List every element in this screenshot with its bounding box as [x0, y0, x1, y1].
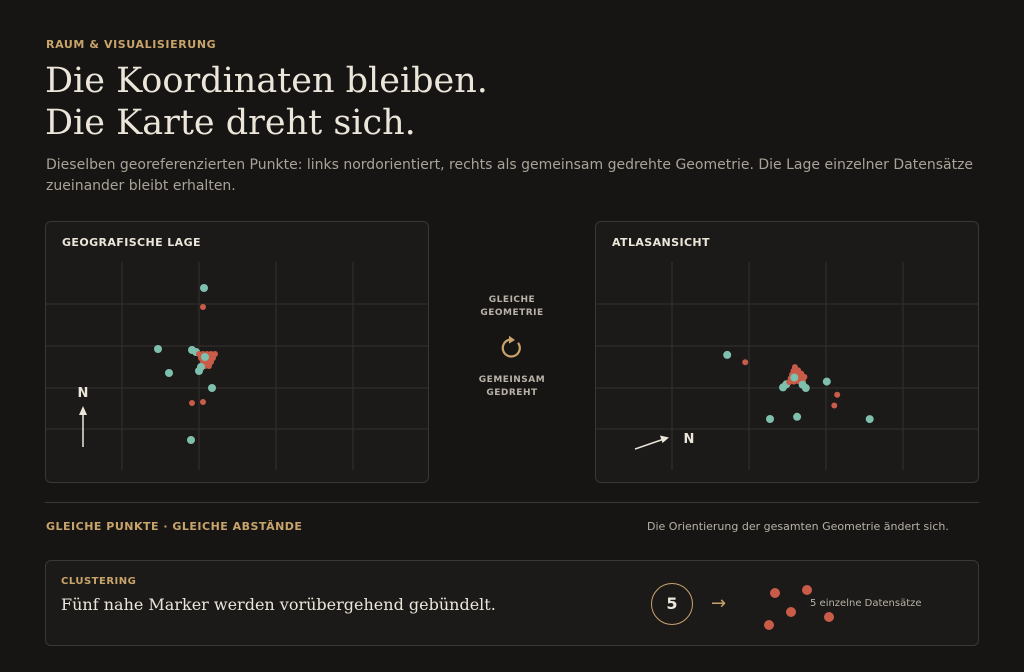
individual-markers: [764, 585, 834, 630]
atlas-view-panel[interactable]: N ATLASANSICHT: [595, 221, 979, 483]
rotation-indicator: GLEICHE GEOMETRIE GEMEINSAM GEDREHT: [462, 294, 562, 400]
map-marker: [189, 400, 195, 406]
map-marker: [801, 373, 808, 380]
map-marker: [187, 436, 195, 444]
north-label: N: [684, 432, 695, 447]
north-label: N: [78, 386, 89, 401]
section-divider: [45, 502, 979, 503]
map-marker: [742, 359, 749, 366]
cluster-marker[interactable]: 5: [651, 583, 693, 625]
headline-line-1: Die Koordinaten bleiben.: [45, 61, 488, 101]
map-marker: [834, 391, 841, 398]
map-marker: [200, 284, 208, 292]
map-marker: [165, 369, 173, 377]
map-marker: [831, 402, 838, 409]
north-arrow-icon: [634, 435, 669, 450]
map-marker: [793, 412, 802, 421]
map-marker: [798, 380, 807, 389]
marker-dot: [764, 620, 774, 630]
clustering-card: CLUSTERING Fünf nahe Marker werden vorüb…: [45, 560, 979, 646]
page-title: Die Koordinaten bleiben. Die Karte dreht…: [45, 60, 488, 144]
map-marker: [766, 415, 774, 423]
panel-title-atlas: ATLASANSICHT: [612, 236, 710, 249]
map-marker: [201, 353, 209, 361]
map-marker: [200, 399, 206, 405]
geographic-map-canvas[interactable]: N: [46, 222, 429, 483]
panel-title-geographic: GEOGRAFISCHE LAGE: [62, 236, 201, 249]
arrow-right-icon: →: [711, 593, 727, 614]
eyebrow-label: RAUM & VISUALISIERUNG: [46, 38, 217, 51]
map-marker: [865, 415, 874, 424]
map-grid: [46, 262, 428, 470]
map-grid: [596, 262, 978, 470]
map-marker: [197, 363, 205, 371]
map-points: [154, 284, 218, 444]
north-arrow-icon: [79, 406, 87, 447]
atlas-map-canvas[interactable]: N: [596, 222, 979, 483]
label-rotated-together: GEMEINSAM GEDREHT: [478, 375, 546, 398]
map-marker: [208, 384, 216, 392]
lead-paragraph: Dieselben georeferenzierten Punkte: link…: [46, 157, 974, 194]
map-marker: [200, 304, 206, 310]
card-eyebrow: CLUSTERING: [61, 576, 137, 587]
summary-label: GLEICHE PUNKTE · GLEICHE ABSTÄNDE: [46, 520, 303, 533]
count-note: 5 einzelne Datensätze: [810, 598, 922, 609]
geographic-map-panel[interactable]: N GEOGRAFISCHE LAGE: [45, 221, 429, 483]
map-marker: [154, 345, 162, 353]
marker-dot: [824, 612, 834, 622]
map-marker: [206, 363, 212, 369]
card-text: Fünf nahe Marker werden vorübergehend ge…: [61, 595, 496, 614]
marker-dot: [770, 588, 780, 598]
map-marker: [822, 377, 831, 386]
summary-note: Die Orientierung der gesamten Geometrie …: [647, 520, 949, 533]
map-marker: [790, 373, 799, 382]
map-marker: [723, 350, 732, 359]
headline-line-2: Die Karte dreht sich.: [45, 103, 416, 143]
marker-dot: [786, 607, 796, 617]
map-points: [723, 350, 874, 424]
label-same-geometry: GLEICHE GEOMETRIE: [480, 295, 544, 318]
rotate-icon: [501, 335, 521, 358]
marker-dot: [802, 585, 812, 595]
